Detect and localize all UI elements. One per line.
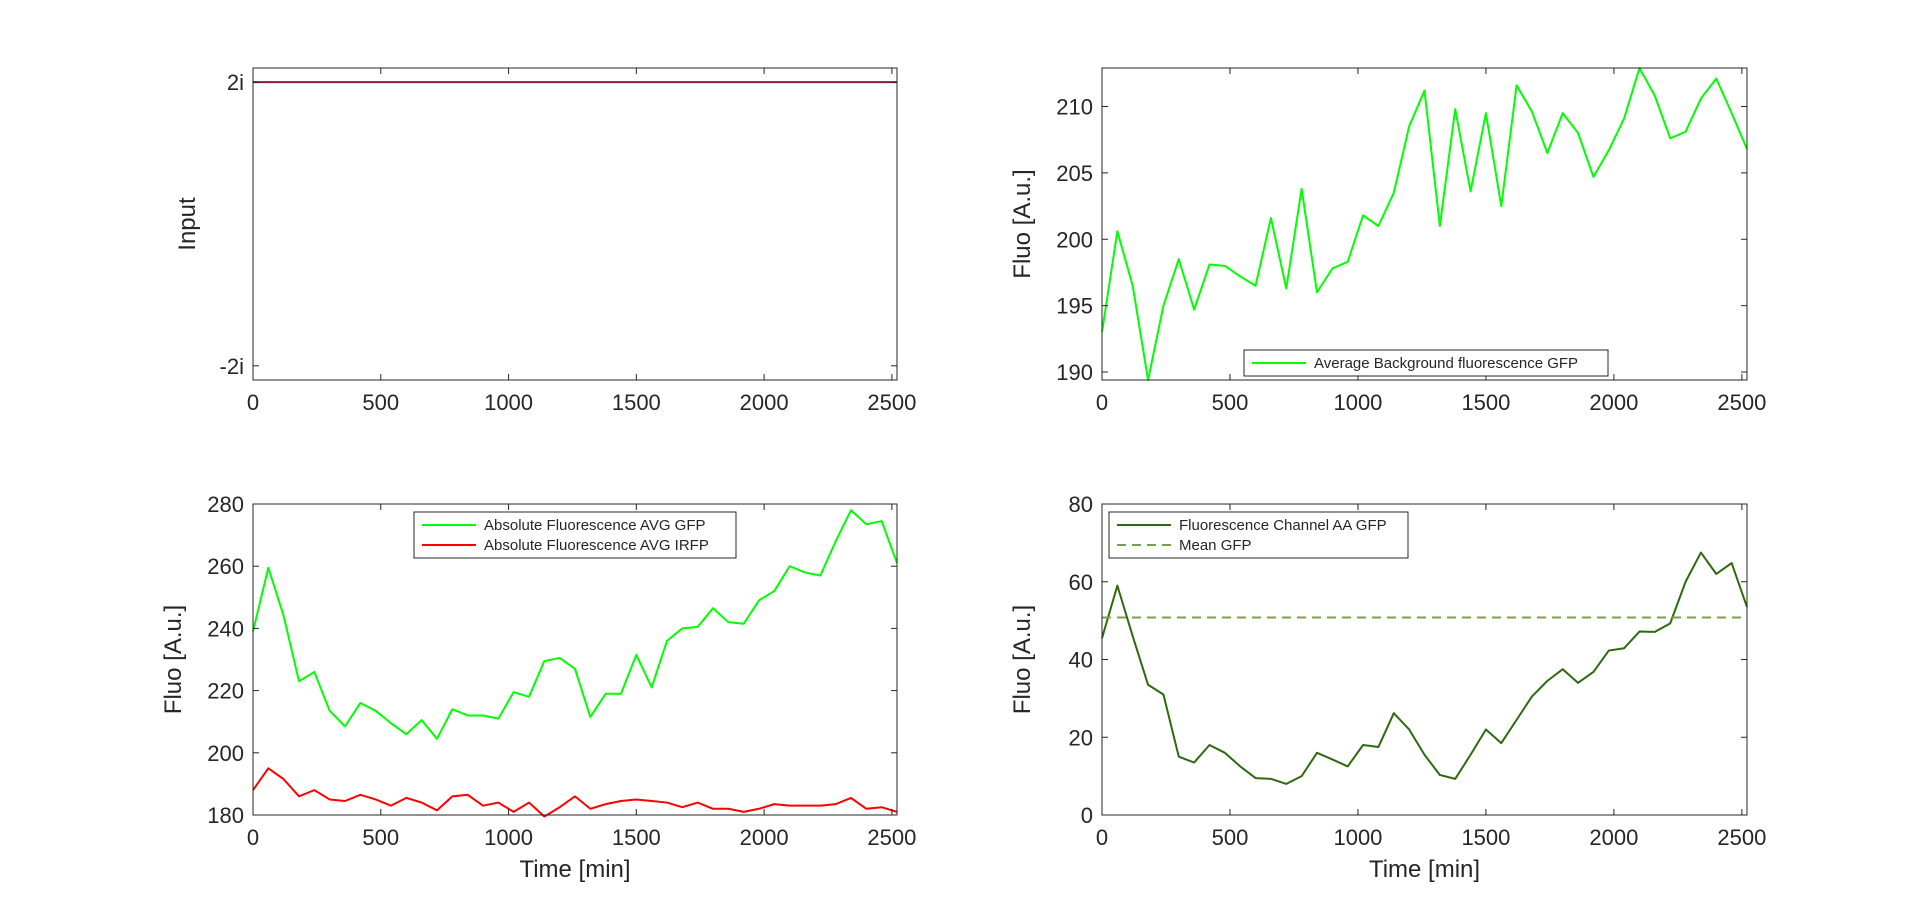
- x-tick-label: 1500: [1461, 825, 1510, 850]
- x-tick-label: 2500: [867, 825, 916, 850]
- x-tick-label: 2500: [867, 390, 916, 415]
- x-tick-label: 1500: [1461, 390, 1510, 415]
- series-line-fluorescence-channel-aa-gfp: [1101, 551, 1748, 785]
- legend-entry-label: Average Background fluorescence GFP: [1314, 355, 1578, 372]
- x-tick-label: 2500: [1717, 390, 1766, 415]
- x-tick-label: 500: [1212, 390, 1249, 415]
- x-tick-label: 2000: [740, 825, 789, 850]
- y-axis-label: Fluo [A.u.]: [160, 605, 187, 714]
- x-tick-label: 2000: [1589, 825, 1638, 850]
- x-tick-label: 1500: [612, 390, 661, 415]
- y-tick-label: 220: [207, 679, 244, 704]
- x-tick-label: 1500: [612, 825, 661, 850]
- x-tick-label: 2500: [1717, 825, 1766, 850]
- x-tick-label: 1000: [1333, 390, 1382, 415]
- x-tick-label: 2000: [740, 390, 789, 415]
- y-tick-label: 2i: [227, 70, 244, 95]
- x-tick-label: 2000: [1589, 390, 1638, 415]
- y-tick-label: -2i: [220, 354, 244, 379]
- legend-box: [1108, 511, 1409, 559]
- x-tick-label: 500: [362, 825, 399, 850]
- axes-box: [252, 503, 898, 816]
- x-tick-label: 0: [1096, 390, 1108, 415]
- legend-entry-label: Absolute Fluorescence AVG GFP: [484, 517, 706, 534]
- channel-fluorescence-subplot: 0 500 1000 1500 2000 2500 0 20 40 60 80 Fluo [A.u.]…: [1009, 492, 1766, 883]
- x-tick-label: 0: [247, 825, 259, 850]
- y-axis-label: Fluo [A.u.]: [1009, 169, 1036, 278]
- series-line-absolute-fluorescence-avg-irfp: [252, 767, 898, 818]
- y-tick-label: 195: [1056, 294, 1093, 319]
- input-subplot: 0 500 1000 1500 2000 2500 2i -2i Input: [174, 67, 916, 415]
- x-tick-label: 500: [1212, 825, 1249, 850]
- y-tick-label: 200: [207, 741, 244, 766]
- axes-box: [1101, 67, 1748, 381]
- y-axis-label: Fluo [A.u.]: [1009, 605, 1036, 714]
- legend-entry-label: Fluorescence Channel AA GFP: [1179, 517, 1387, 534]
- y-tick-label: 200: [1056, 227, 1093, 252]
- y-tick-label: 180: [207, 803, 244, 828]
- plot-area: [1102, 68, 1747, 380]
- legend-entry-label: Mean GFP: [1179, 537, 1252, 554]
- x-tick-label: 500: [362, 390, 399, 415]
- axes-box: [252, 67, 898, 381]
- y-tick-label: 80: [1069, 492, 1093, 517]
- y-axis-label: Input: [174, 197, 201, 251]
- x-tick-label: 0: [247, 390, 259, 415]
- legend-entry-label: Absolute Fluorescence AVG IRFP: [484, 537, 709, 554]
- x-tick-label: 0: [1096, 825, 1108, 850]
- plot-area: [253, 68, 897, 380]
- y-tick-label: 260: [207, 554, 244, 579]
- y-tick-label: 20: [1069, 725, 1093, 750]
- y-tick-label: 0: [1081, 803, 1093, 828]
- background-fluorescence-subplot: 0 500 1000 1500 2000 2500 190 195 200 205 210 Fluo …: [1009, 67, 1766, 415]
- y-tick-label: 280: [207, 492, 244, 517]
- y-tick-label: 205: [1056, 161, 1093, 186]
- y-tick-label: 60: [1069, 570, 1093, 595]
- y-tick-label: 40: [1069, 648, 1093, 673]
- x-tick-label: 1000: [484, 390, 533, 415]
- series-line-absolute-fluorescence-avg-gfp: [252, 509, 898, 740]
- x-tick-label: 1000: [484, 825, 533, 850]
- absolute-fluorescence-subplot: 0 500 1000 1500 2000 2500 180 200 220 240 260 280 Fl…: [160, 492, 916, 883]
- y-tick-label: 210: [1056, 95, 1093, 120]
- legend-box: [413, 511, 737, 559]
- x-tick-label: 1000: [1333, 825, 1382, 850]
- x-axis-label: Time [min]: [519, 856, 630, 883]
- y-tick-label: 240: [207, 616, 244, 641]
- x-axis-label: Time [min]: [1369, 856, 1480, 883]
- y-tick-label: 190: [1056, 360, 1093, 385]
